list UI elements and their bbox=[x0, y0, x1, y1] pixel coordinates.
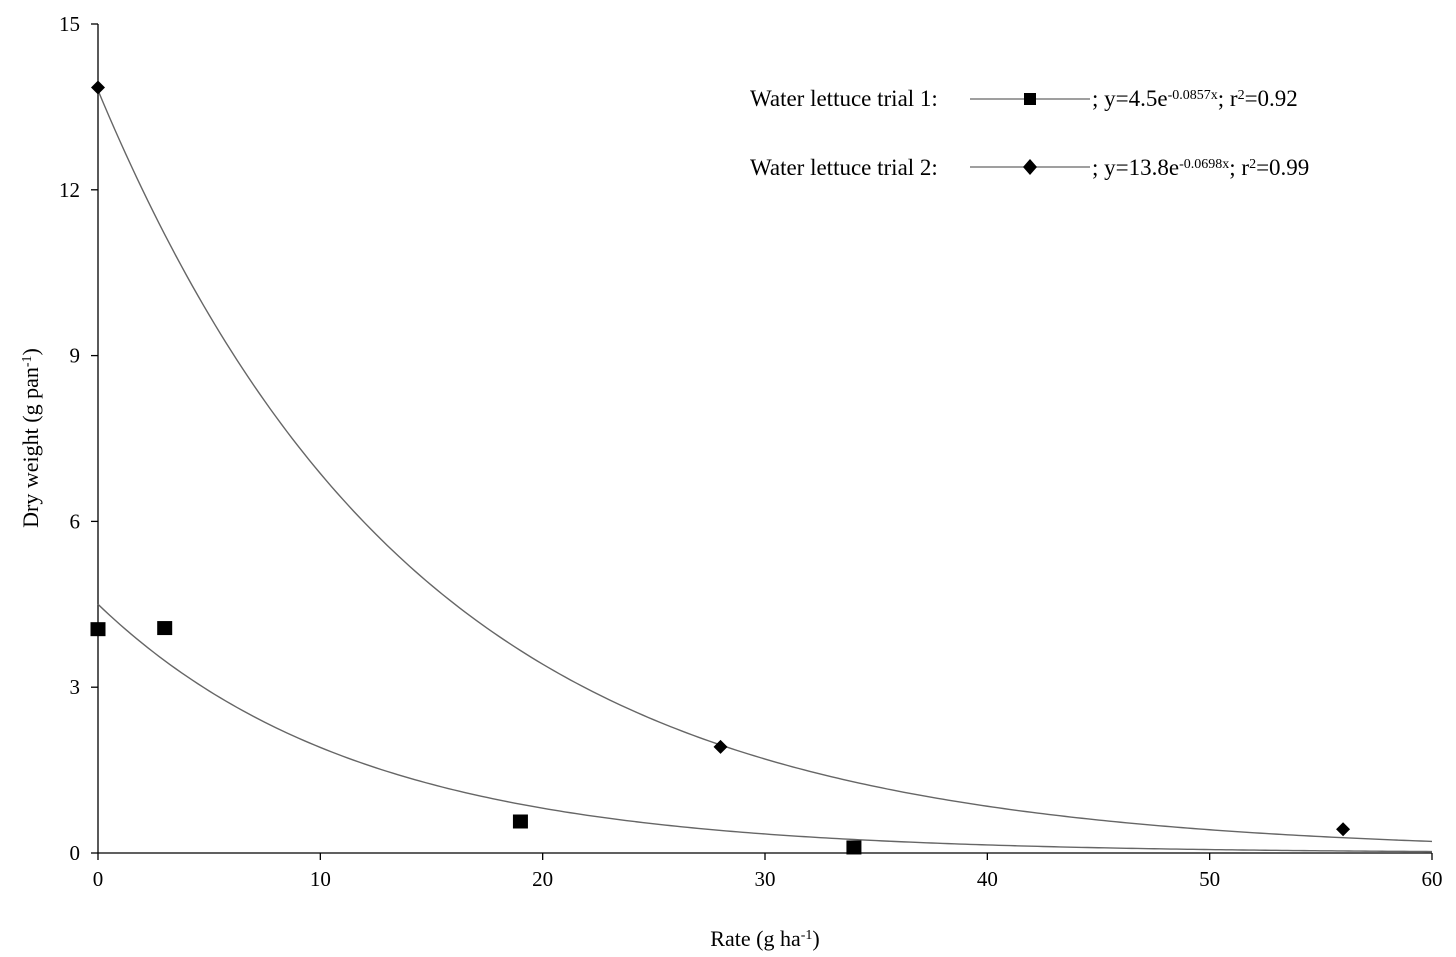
y-tick-label: 3 bbox=[70, 675, 81, 699]
y-ticks: 0 3 6 9 12 15 bbox=[59, 12, 98, 865]
x-tick-label: 50 bbox=[1199, 867, 1220, 891]
x-tick-label: 40 bbox=[977, 867, 998, 891]
x-tick-label: 60 bbox=[1422, 867, 1443, 891]
x-tick-label: 20 bbox=[532, 867, 553, 891]
y-tick-label: 15 bbox=[59, 12, 80, 36]
y-tick-label: 9 bbox=[70, 344, 81, 368]
fit-line-trial-1 bbox=[97, 603, 1433, 853]
x-ticks: 0 10 20 30 40 50 60 bbox=[93, 853, 1443, 891]
legend-equation-trial-2: ; y=13.8e-0.0698x; r2=0.99 bbox=[1092, 155, 1309, 180]
data-point-trial-2 bbox=[91, 80, 105, 95]
data-point-trial-1 bbox=[90, 622, 106, 637]
legend-label-trial-2: Water lettuce trial 2: bbox=[750, 155, 938, 180]
x-axis-title: Rate (g ha-1) bbox=[710, 926, 819, 951]
x-tick-label: 10 bbox=[310, 867, 331, 891]
y-tick-label: 6 bbox=[70, 509, 81, 533]
fit-lines bbox=[97, 90, 1433, 853]
x-tick-label: 30 bbox=[755, 867, 776, 891]
legend-entry-trial-2: Water lettuce trial 2: ; y=13.8e-0.0698x… bbox=[750, 155, 1309, 180]
data-point-trial-1 bbox=[846, 840, 862, 855]
legend-entry-trial-1: Water lettuce trial 1: ; y=4.5e-0.0857x;… bbox=[750, 86, 1298, 111]
legend: Water lettuce trial 1: ; y=4.5e-0.0857x;… bbox=[750, 86, 1309, 180]
legend-label-trial-1: Water lettuce trial 1: bbox=[750, 86, 938, 111]
data-point-trial-1 bbox=[157, 621, 173, 636]
data-point-trial-2 bbox=[713, 739, 728, 754]
y-tick-label: 12 bbox=[59, 178, 80, 202]
y-tick-label: 0 bbox=[70, 841, 81, 865]
data-point-trial-2 bbox=[1336, 822, 1351, 837]
data-points bbox=[90, 80, 1351, 855]
x-tick-label: 0 bbox=[93, 867, 104, 891]
data-point-trial-1 bbox=[512, 814, 528, 829]
fit-line-trial-2 bbox=[97, 90, 1433, 843]
y-axis-title: Dry weight (g pan-1) bbox=[18, 348, 43, 528]
legend-equation-trial-1: ; y=4.5e-0.0857x; r2=0.92 bbox=[1092, 86, 1298, 111]
legend-marker-square bbox=[1024, 93, 1036, 105]
legend-marker-diamond bbox=[1023, 159, 1037, 175]
axes bbox=[97, 24, 1432, 854]
